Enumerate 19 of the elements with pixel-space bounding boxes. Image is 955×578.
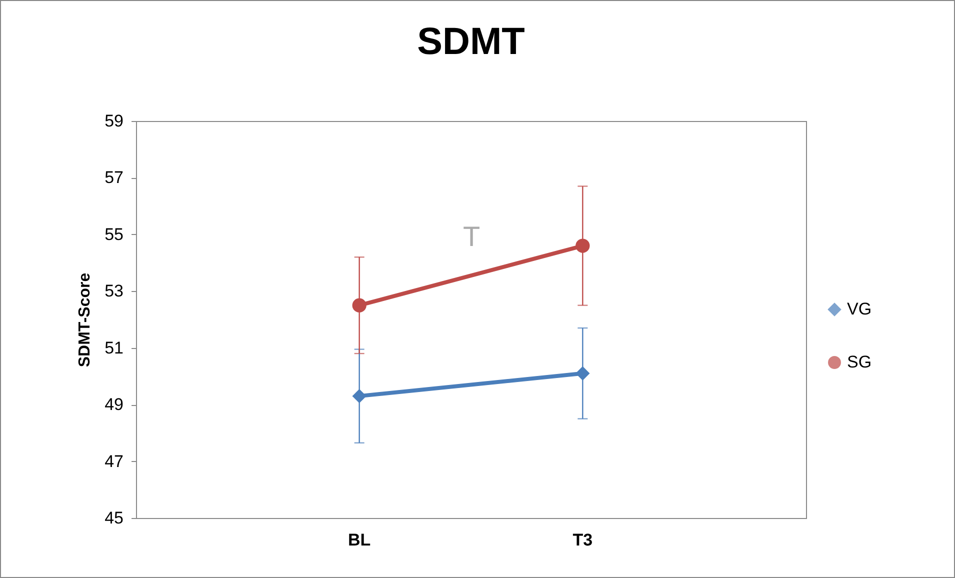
point [576,366,590,380]
x-tick-label: T3 [572,530,593,550]
point [352,298,366,312]
y-tick-label: 57 [104,168,124,188]
y-tick-label: 59 [104,112,124,130]
note-text: T [463,221,480,253]
y-tick-label: 45 [104,508,124,528]
y-tick-label: 51 [104,338,124,358]
y-axis-title: SDMT-Score [76,272,94,368]
y-tick-label: 55 [104,224,124,244]
y-tick-label: 49 [104,395,124,414]
y-tick-label: 53 [104,282,124,301]
legend-label: SG [847,352,872,372]
x-tick-label: BL [348,530,371,550]
point [352,388,366,404]
legend-label: VG [847,300,872,318]
y-tick-label: 47 [104,452,124,471]
point [576,238,590,253]
chart-title: SDMT [417,21,525,63]
